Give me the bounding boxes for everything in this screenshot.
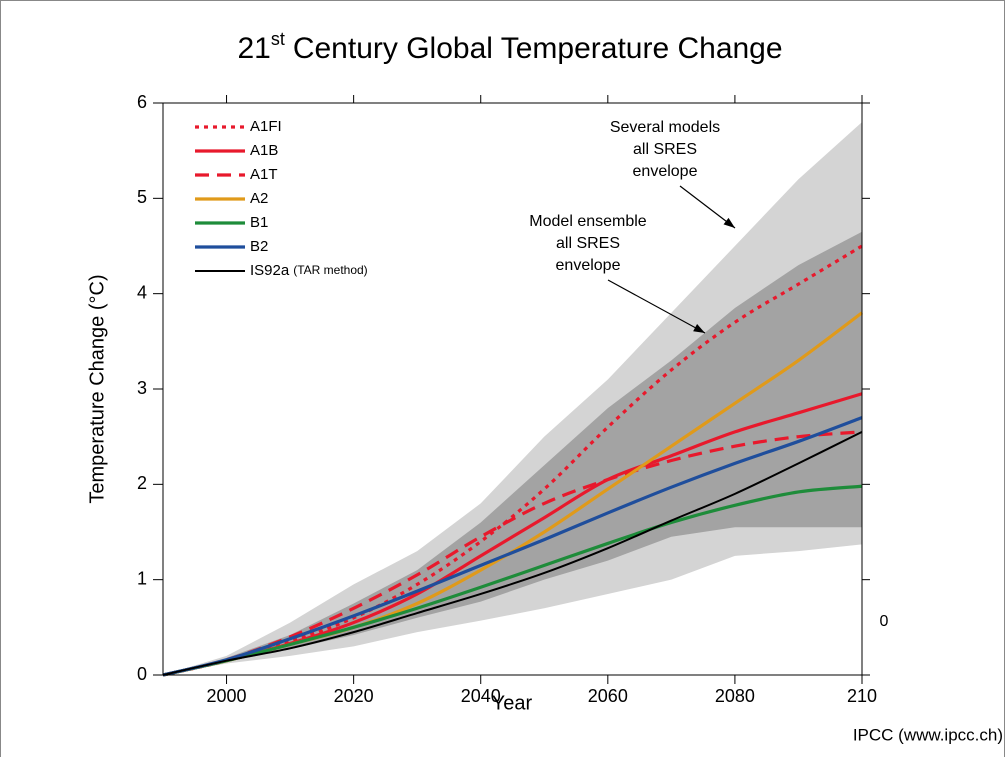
x-tick-label: 2020 (334, 686, 374, 706)
annotation: all SRES (556, 235, 620, 252)
y-tick-label: 3 (137, 378, 147, 398)
x-tick-label: 210 (847, 686, 877, 706)
title-number: 21 (237, 32, 270, 65)
annotation: Model ensemble (529, 213, 647, 230)
legend-name: A1B (250, 142, 278, 159)
x-tick-label: 2060 (588, 686, 628, 706)
envelope (163, 122, 862, 676)
legend-label: A1B (250, 142, 278, 159)
annotation-arrow (607, 279, 706, 334)
annotation: all SRES (633, 141, 697, 158)
legend-label: A1T (250, 166, 278, 183)
legend-label: IS92a (TAR method) (250, 262, 368, 279)
legend-name: A2 (250, 190, 268, 207)
title-text: Century Global Temperature Change (293, 32, 783, 65)
y-tick-label: 6 (137, 92, 147, 112)
series-line (162, 484, 863, 677)
y-tick-label: 0 (137, 664, 147, 684)
legend-label: B1 (250, 214, 268, 231)
source: IPCC (www.ipcc.ch) (853, 725, 1003, 744)
annotation: envelope (633, 163, 698, 180)
legend-note: (TAR method) (293, 263, 367, 277)
y-tick-label: 4 (137, 282, 147, 302)
series-line (162, 244, 863, 677)
x-tick-label: 2040 (461, 686, 501, 706)
y-axis-label: Temperature Change (°C) (86, 274, 108, 503)
series-line (162, 430, 863, 677)
arrow-head (723, 217, 735, 228)
arrow-head (693, 323, 705, 333)
legend-label: A2 (250, 190, 268, 207)
chart-title: 21st Century Global Temperature Change (237, 29, 782, 65)
annotation-arrow (679, 185, 736, 229)
title-superscript: st (271, 29, 285, 49)
series-line (162, 416, 863, 677)
x-axis-label: Year (492, 692, 533, 714)
annotation: 0 (880, 613, 889, 630)
x-tick-label: 2000 (207, 686, 247, 706)
y-tick-label: 1 (137, 568, 147, 588)
legend-label: B2 (250, 238, 268, 255)
legend-name: IS92a (250, 262, 290, 279)
annotation: Several models (610, 119, 720, 136)
y-tick-label: 5 (137, 187, 147, 207)
legend-name: A1T (250, 166, 278, 183)
series-line (162, 431, 863, 676)
legend-name: B1 (250, 214, 268, 231)
annotation: envelope (556, 257, 621, 274)
legend-name: B2 (250, 238, 268, 255)
x-tick-label: 2080 (715, 686, 755, 706)
y-tick-label: 2 (137, 473, 147, 493)
legend-label: A1FI (250, 118, 282, 135)
envelope (163, 231, 862, 675)
legend-name: A1FI (250, 118, 282, 135)
